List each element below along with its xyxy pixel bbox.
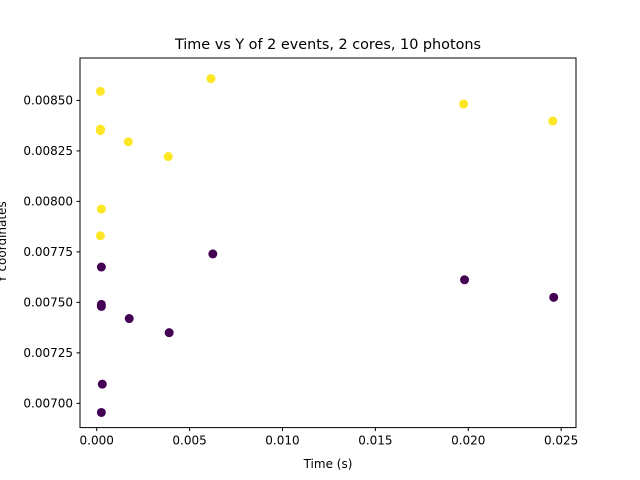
data-point-s1-8 (459, 99, 469, 109)
data-point-s1-7 (206, 74, 216, 84)
data-point-s1-0 (95, 86, 105, 96)
data-point-s0-0 (96, 262, 106, 272)
y-tick-label-4: 0.00800 (23, 195, 73, 209)
y-tick-label-1: 0.00725 (23, 346, 73, 360)
y-axis: 0.00700 0.00725 0.00750 0.00775 0.00800 0.008… (23, 94, 80, 411)
data-point-s1-6 (163, 152, 173, 162)
x-axis: 0.000 0.005 0.010 0.015 0.020 0.025 (80, 427, 578, 448)
data-point-s0-8 (460, 275, 470, 285)
data-point-s1-2 (95, 126, 105, 136)
x-axis-label: Time (s) (303, 457, 353, 471)
x-tick-label-2: 0.010 (265, 434, 299, 448)
data-point-s0-3 (97, 379, 107, 389)
x-tick-label-4: 0.020 (451, 434, 485, 448)
data-point-s0-5 (124, 314, 134, 324)
plot-frame (79, 57, 577, 429)
y-axis-label: Y coordinates (0, 201, 9, 283)
y-tick-label-6: 0.00850 (23, 94, 73, 108)
x-tick-label-0: 0.000 (80, 434, 114, 448)
data-point-s0-2 (96, 301, 106, 311)
y-tick-label-0: 0.00700 (23, 397, 73, 411)
data-point-s1-9 (548, 116, 558, 126)
data-point-s1-4 (95, 231, 105, 241)
chart-title: Time vs Y of 2 events, 2 cores, 10 photo… (174, 37, 481, 53)
y-tick-label-3: 0.00775 (23, 245, 73, 259)
x-tick-label-1: 0.005 (172, 434, 206, 448)
plot-points (95, 74, 559, 417)
x-tick-label-5: 0.025 (544, 434, 578, 448)
x-tick-label-3: 0.015 (358, 434, 392, 448)
data-point-s0-7 (208, 249, 218, 259)
y-tick-label-5: 0.00825 (23, 144, 73, 158)
y-tick-label-2: 0.00750 (23, 296, 73, 310)
data-point-s0-9 (549, 292, 559, 302)
data-point-s1-5 (123, 137, 133, 147)
data-point-s0-6 (164, 328, 174, 338)
data-point-s1-3 (96, 204, 106, 214)
data-point-s0-4 (96, 407, 106, 417)
